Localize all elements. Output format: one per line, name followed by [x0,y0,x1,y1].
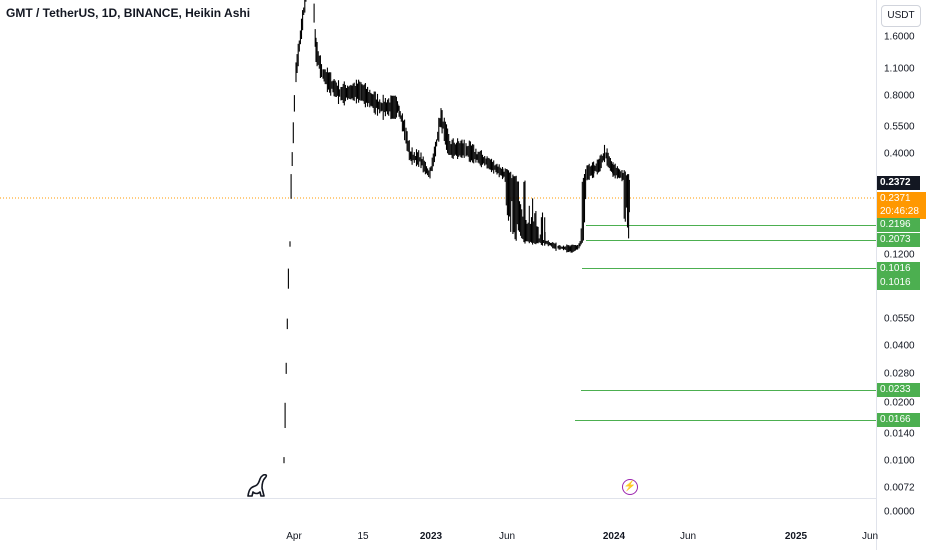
countdown-label: 20:46:28 [880,206,919,217]
countdown-badge: 0.2371 20:46:28 [877,192,926,219]
price-tick: 0.8000 [884,90,915,102]
price-tick: 0.0550 [884,313,915,325]
level-badge: 0.0233 [877,383,920,397]
lightning-icon[interactable]: ⚡ [622,479,638,495]
price-tick: 0.0280 [884,368,915,380]
time-tick: Apr [286,531,302,542]
last-price-badge: 0.2372 [877,176,920,190]
currency-selector[interactable]: USDT [881,5,921,27]
price-axis-separator [876,0,877,550]
price-tick: 1.1000 [884,63,915,75]
price-tick: 0.0100 [884,455,915,467]
time-tick: Jun [679,531,697,542]
price-tick: 0.0000 [884,506,915,518]
current-price-label: 0.2371 [880,193,911,204]
level-badge: 0.2196 [877,218,920,232]
time-tick: 15 [357,531,369,542]
level-badge: 0.1016 [877,262,920,276]
price-tick: 0.0400 [884,340,915,352]
time-tick: Jun [498,531,516,542]
price-tick: 0.5500 [884,121,915,133]
price-tick: 0.0140 [884,428,915,440]
time-tick: Jun [861,531,879,542]
time-axis-separator [0,498,876,499]
time-tick: 2023 [419,531,443,542]
price-tick: 0.0200 [884,397,915,409]
level-badge: 0.0166 [877,413,920,427]
chart-title: GMT / TetherUS, 1D, BINANCE, Heikin Ashi [6,6,251,20]
level-badge: 0.1016 [877,276,920,290]
level-lines-group [575,225,876,421]
dino-icon[interactable] [246,474,268,498]
candles-group [283,0,630,464]
price-tick: 0.0072 [884,482,915,494]
time-tick: 2024 [602,531,626,542]
price-tick: 1.6000 [884,31,915,43]
level-badge: 0.2073 [877,233,920,247]
time-tick: 2025 [784,531,808,542]
price-tick: 0.4000 [884,148,915,160]
price-tick: 0.1200 [884,249,915,261]
